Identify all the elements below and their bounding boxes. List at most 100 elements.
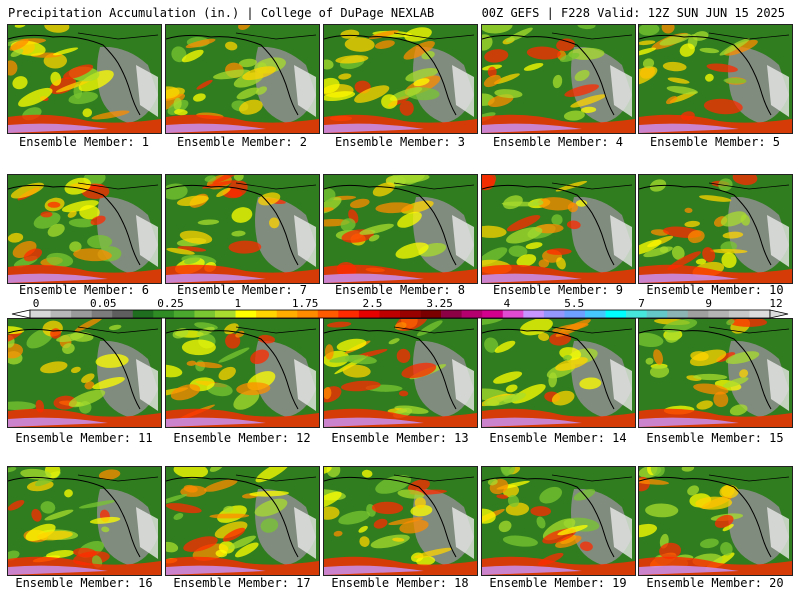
precip-area	[410, 504, 433, 517]
precip-area	[81, 373, 95, 383]
scale-color-bin	[235, 310, 257, 318]
border-line	[235, 32, 317, 40]
precip-area	[666, 96, 678, 105]
precip-area	[196, 326, 215, 337]
precip-area	[375, 202, 414, 214]
dry-region-shading	[136, 65, 158, 117]
precip-area	[710, 248, 748, 254]
coastline	[166, 328, 299, 410]
precip-area	[416, 556, 436, 566]
precip-area	[482, 565, 582, 575]
scale-color-bin	[338, 310, 360, 318]
color-scale-legend: 0 0.05 0.25 1 1.75 2.5 3.25 4 5.5 7 9 12	[0, 297, 800, 319]
precip-area	[493, 371, 523, 384]
precip-area	[238, 25, 251, 30]
precip-area	[225, 41, 238, 51]
scale-color-bin	[585, 310, 606, 318]
precip-area	[324, 197, 342, 214]
scale-color-bin	[71, 310, 92, 318]
dry-region-shading	[610, 215, 632, 267]
precip-area	[227, 180, 248, 198]
precip-area	[223, 505, 234, 513]
coastline	[482, 184, 615, 266]
precip-area	[44, 25, 70, 33]
precip-area	[375, 474, 412, 494]
border-line	[393, 474, 475, 482]
member-caption: Ensemble Member: 15	[646, 431, 784, 445]
precip-area	[580, 106, 597, 114]
precip-area	[482, 25, 513, 34]
precip-area	[8, 326, 25, 335]
precip-area	[639, 47, 657, 56]
dry-region-shading	[610, 65, 632, 117]
precip-area	[516, 254, 537, 267]
coastline	[8, 184, 141, 266]
precip-area	[173, 513, 184, 520]
ensemble-map-panel	[638, 318, 793, 428]
precip-area	[344, 355, 377, 365]
precip-area	[374, 40, 395, 49]
precip-area	[639, 565, 739, 575]
scale-tick-label: 3.25	[426, 297, 453, 310]
precip-area	[257, 334, 276, 344]
coastline	[166, 34, 299, 116]
coastline	[482, 34, 615, 116]
precip-area	[8, 60, 18, 76]
precip-map	[324, 25, 477, 133]
precip-area	[181, 339, 216, 356]
coastline	[324, 184, 457, 266]
precip-area	[723, 377, 749, 388]
scale-color-bin	[728, 310, 750, 318]
precip-area	[212, 175, 247, 184]
precip-area	[204, 175, 217, 182]
precip-area	[64, 489, 73, 498]
precip-area	[89, 516, 121, 524]
precip-area	[503, 392, 526, 403]
precip-map	[324, 175, 477, 283]
scale-color-bin	[50, 310, 72, 318]
member-caption: Ensemble Member: 17	[173, 576, 311, 590]
precip-area	[687, 485, 700, 496]
precip-area	[557, 524, 588, 536]
precip-area	[69, 241, 82, 253]
ensemble-map-panel	[481, 466, 636, 576]
dry-region-shading	[294, 65, 316, 117]
precip-area	[723, 39, 758, 56]
precip-area	[78, 70, 114, 92]
precip-area	[166, 183, 188, 200]
precip-area	[236, 382, 271, 396]
precip-area	[639, 239, 662, 255]
precip-area	[234, 542, 259, 558]
precip-area	[705, 73, 714, 82]
precip-area	[23, 248, 43, 262]
precip-area	[574, 69, 590, 82]
scale-tick-label: 0.25	[157, 297, 184, 310]
member-caption: Ensemble Member: 18	[331, 576, 469, 590]
member-caption: Ensemble Member: 14	[489, 431, 627, 445]
precip-area	[498, 520, 512, 533]
precip-area	[333, 530, 343, 537]
coastline	[639, 184, 772, 266]
precip-area	[268, 217, 280, 229]
scale-color-bin	[708, 310, 730, 318]
ensemble-map-panel	[323, 318, 478, 428]
border-line	[235, 474, 317, 482]
precip-area	[502, 535, 538, 547]
scale-color-bin	[605, 310, 627, 318]
precip-area	[684, 220, 700, 228]
precip-area	[166, 565, 266, 575]
scale-color-bin	[564, 310, 586, 318]
precip-area	[416, 320, 443, 337]
precip-area	[413, 78, 430, 87]
precip-area	[238, 58, 257, 68]
precip-area	[530, 506, 551, 517]
coastline	[639, 476, 772, 558]
precip-area	[639, 25, 660, 36]
precip-area	[483, 74, 501, 88]
precip-area	[342, 364, 371, 378]
precip-area	[563, 354, 572, 361]
border-line	[77, 182, 159, 190]
member-caption: Ensemble Member: 11	[15, 431, 153, 445]
precip-area	[91, 110, 130, 120]
precip-area	[166, 503, 202, 514]
